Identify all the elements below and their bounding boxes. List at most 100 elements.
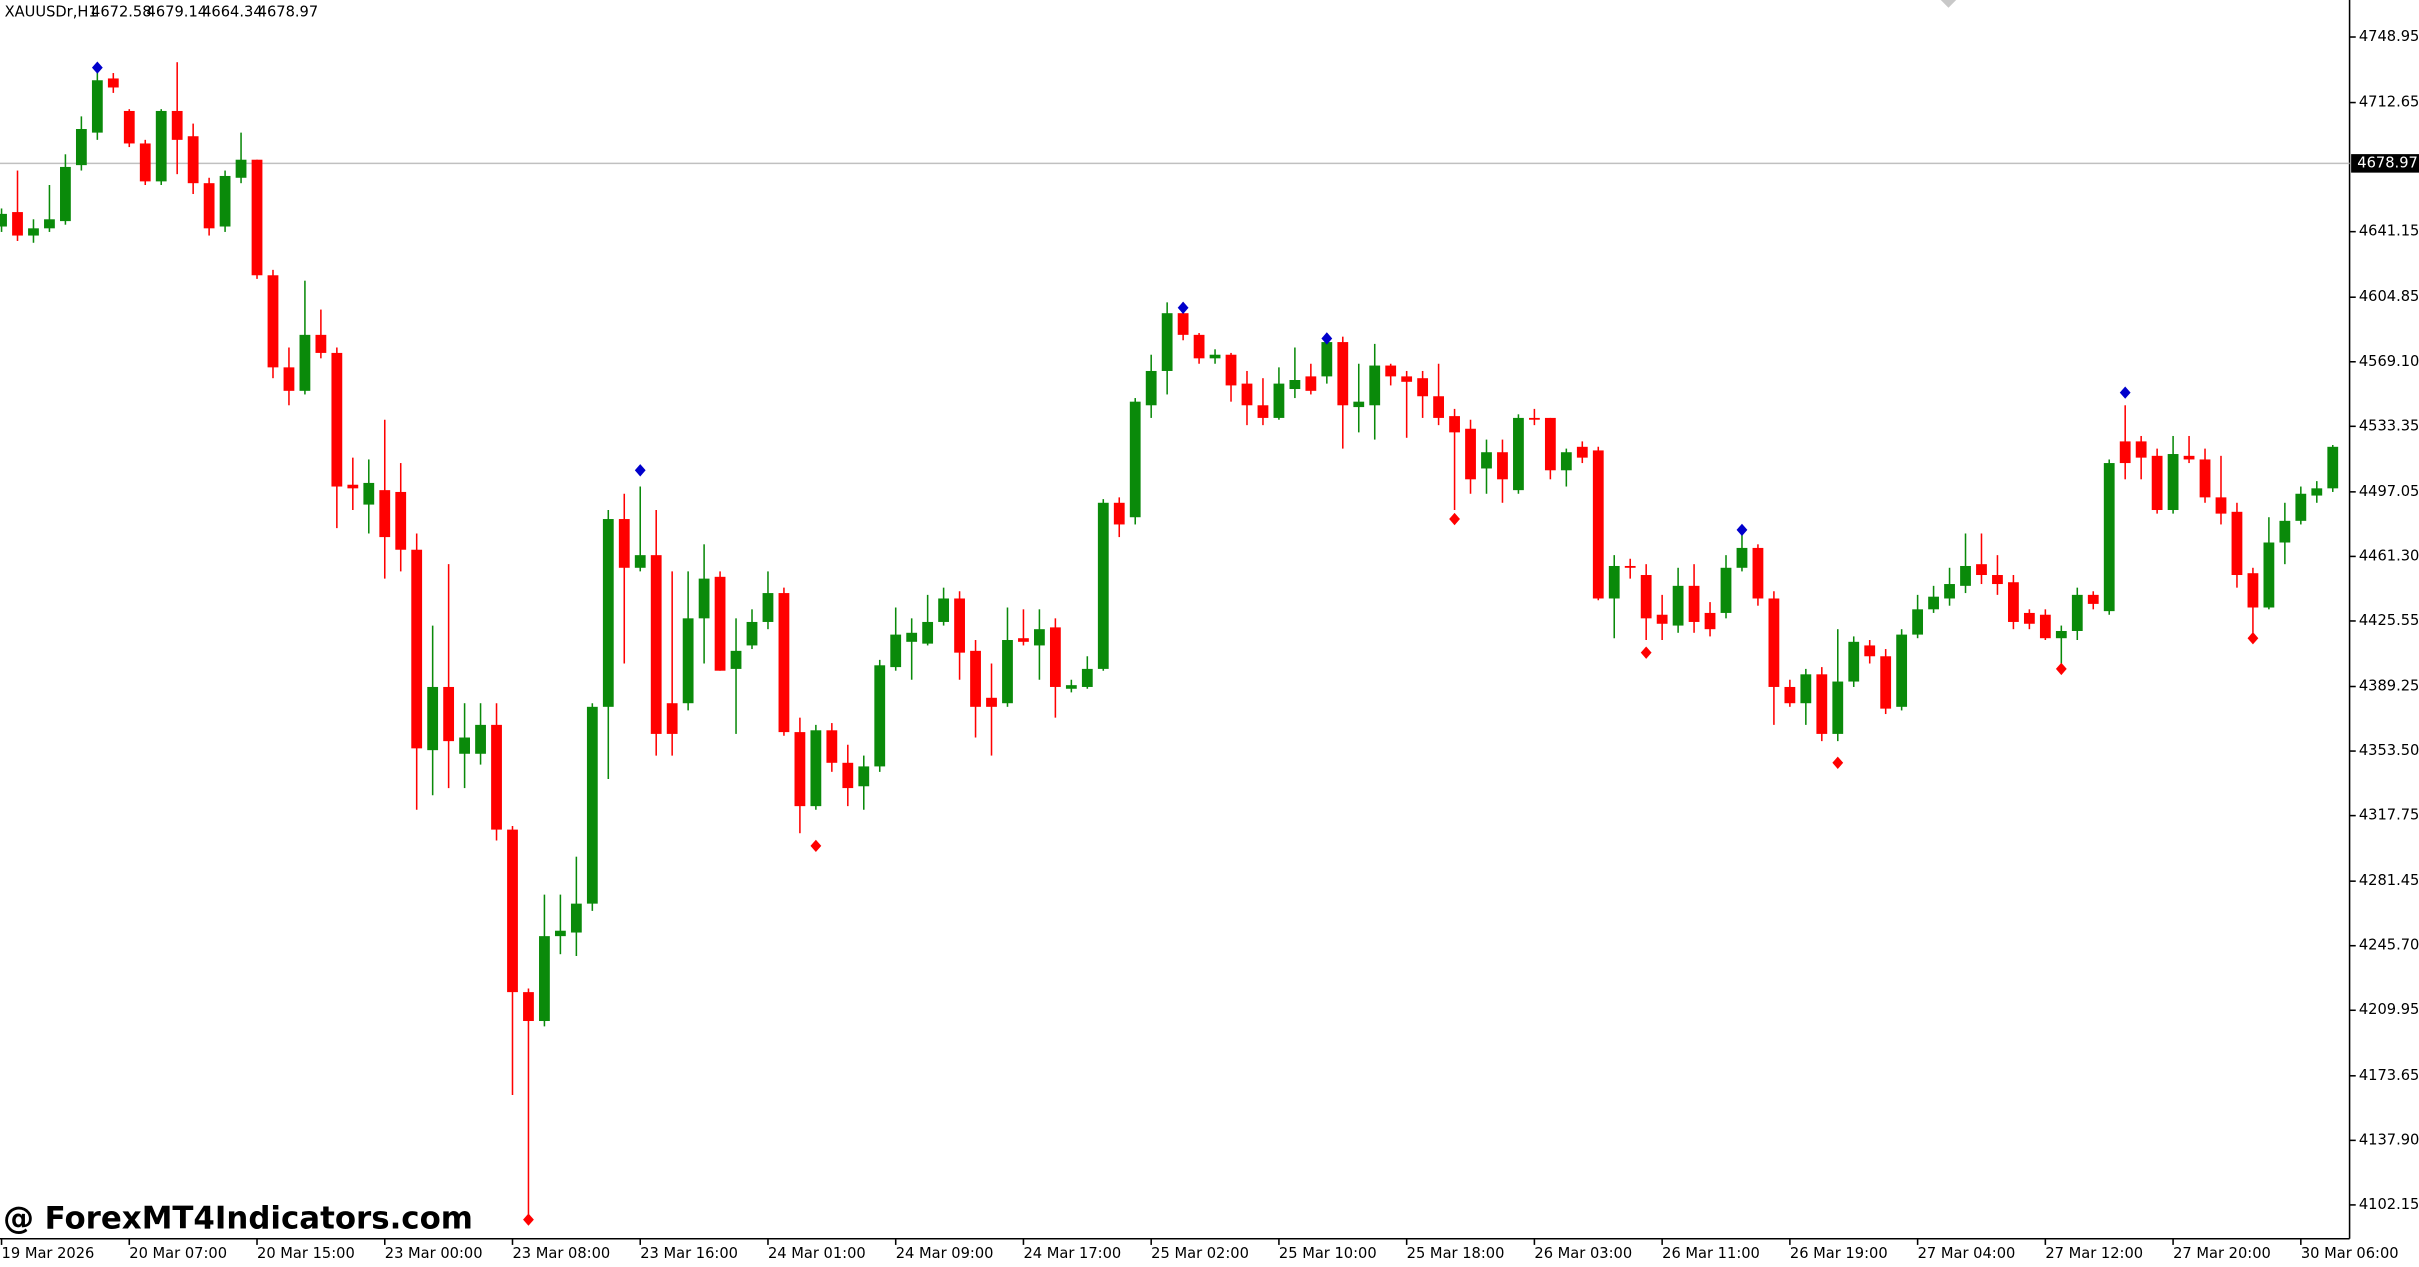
candle-body	[970, 650, 981, 707]
candle-body	[1049, 627, 1061, 687]
y-tick-label: 4209.95	[2359, 1001, 2419, 1018]
candle-body	[1113, 502, 1125, 525]
y-tick-label: 4497.05	[2359, 483, 2419, 500]
signal-low	[810, 839, 822, 853]
y-tick-label: 4461.30	[2359, 547, 2419, 564]
candle-body	[443, 686, 455, 742]
candle-body	[0, 213, 7, 227]
candle-body	[28, 228, 39, 236]
candle-body	[938, 598, 950, 622]
candle-body	[1129, 401, 1141, 518]
candle-body	[1768, 598, 1780, 687]
candle-body	[634, 555, 646, 568]
candle-body	[155, 110, 167, 182]
candle-body	[1800, 674, 1812, 704]
y-tick-label: 4137.90	[2359, 1131, 2419, 1148]
current-price-label: 4678.97	[2357, 154, 2418, 171]
x-tick-label: 23 Mar 16:00	[640, 1245, 738, 1262]
candle-body	[1656, 614, 1668, 624]
candle-body	[602, 519, 614, 707]
y-tick-label: 4245.70	[2359, 937, 2419, 954]
candle-body	[1161, 313, 1173, 371]
candle-body	[1337, 342, 1349, 406]
candle-body	[1896, 634, 1908, 707]
y-tick-label: 4533.35	[2359, 417, 2419, 434]
candle-body	[507, 829, 518, 993]
x-tick-label: 25 Mar 18:00	[1407, 1245, 1505, 1262]
candle-body	[2087, 594, 2099, 604]
x-tick-label: 26 Mar 11:00	[1662, 1245, 1760, 1262]
candle-body	[1241, 383, 1253, 406]
candle-body	[139, 143, 151, 182]
candle-body	[1944, 584, 1955, 599]
candle-body	[1513, 417, 1524, 491]
y-tick-label: 4712.65	[2359, 94, 2419, 111]
candle-body	[1177, 313, 1189, 335]
candle-body	[427, 686, 439, 751]
candle-body	[714, 576, 726, 671]
candle-body	[1880, 656, 1892, 709]
candle-body	[60, 166, 71, 222]
candle-body	[1097, 502, 1109, 669]
x-tick-label: 23 Mar 00:00	[385, 1245, 483, 1262]
candle-body	[1976, 564, 1987, 576]
candle-body	[554, 930, 566, 937]
candle-body	[1273, 383, 1285, 418]
candle-body	[2311, 488, 2323, 496]
x-tick-label: 24 Mar 09:00	[896, 1245, 994, 1262]
signal-low	[1832, 756, 1844, 769]
x-tick-label: 26 Mar 03:00	[1534, 1245, 1632, 1262]
candle-body	[187, 136, 199, 184]
candle-body	[746, 621, 758, 646]
x-tick-label: 25 Mar 02:00	[1151, 1245, 1249, 1262]
x-tick-label: 20 Mar 15:00	[257, 1245, 355, 1262]
candle-body	[379, 490, 391, 538]
candle-body	[826, 730, 838, 763]
candle-body	[1848, 641, 1860, 682]
candle-body	[2135, 441, 2147, 458]
watermark: @ ForexMT4Indicators.com	[3, 1201, 473, 1237]
candle-body	[730, 650, 742, 669]
candle-body	[2055, 630, 2067, 639]
candle-body	[267, 275, 279, 368]
candle-body	[75, 129, 87, 166]
candle-body	[762, 593, 774, 622]
candle-body	[2279, 520, 2291, 543]
candle-body	[1034, 629, 1045, 646]
candle-body	[12, 212, 23, 236]
candle-body	[1065, 685, 1077, 689]
candle-body	[1576, 446, 1588, 458]
candle-body	[2199, 459, 2211, 498]
candle-body	[1401, 376, 1413, 382]
candle-body	[1018, 638, 1029, 642]
candle-body	[1784, 686, 1796, 704]
candle-body	[1608, 565, 1620, 599]
candle-body	[778, 593, 790, 733]
candle-body	[91, 80, 103, 133]
signal-low	[1640, 646, 1652, 659]
candle-body	[2327, 446, 2339, 489]
y-tick-label: 4317.75	[2359, 807, 2419, 824]
candle-body	[299, 334, 311, 391]
candle-body	[858, 766, 870, 787]
candle-body	[682, 618, 694, 704]
candle-body	[1193, 334, 1205, 359]
symbol: XAUUSDr,H1	[5, 3, 98, 20]
candle-body	[1081, 668, 1093, 687]
candle-body	[842, 762, 854, 789]
y-tick-label: 4748.95	[2359, 28, 2419, 45]
signal-high	[1177, 301, 1189, 314]
candle-body	[698, 578, 710, 619]
candle-body	[1353, 401, 1365, 408]
candle-body	[1912, 609, 1924, 635]
candle-body	[2295, 493, 2307, 521]
candle-body	[283, 367, 295, 391]
candle-body	[1960, 565, 1971, 586]
candle-body	[1289, 379, 1301, 390]
high: 4679.14	[147, 3, 208, 20]
signal-low	[1449, 512, 1460, 526]
candle-body	[331, 352, 343, 487]
candle-body	[395, 491, 407, 550]
x-tick-label: 27 Mar 12:00	[2045, 1245, 2143, 1262]
